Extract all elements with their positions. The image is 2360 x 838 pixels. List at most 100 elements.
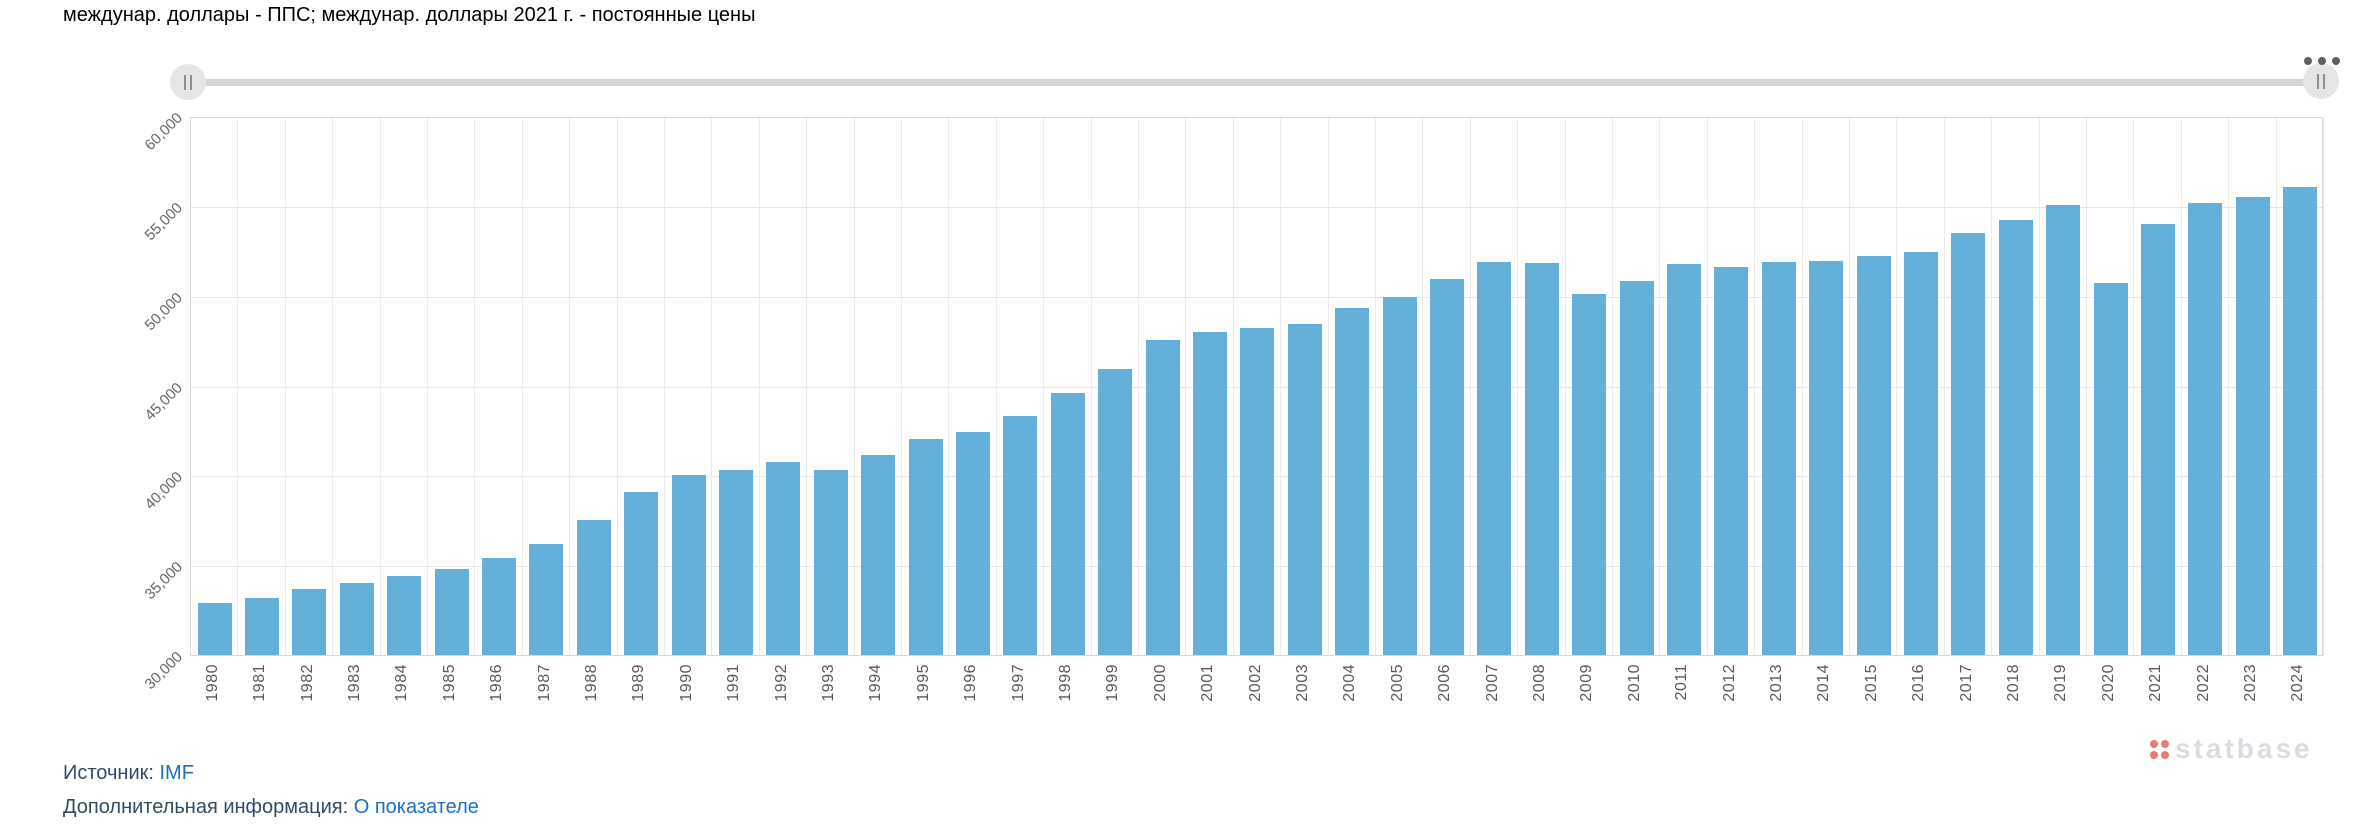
bar-2014[interactable]: [1809, 260, 1844, 655]
bar-2005[interactable]: [1382, 297, 1417, 655]
x-tick-label-2014: 2014: [1815, 664, 1833, 702]
category-slot-2010: [1613, 118, 1661, 655]
watermark-text: statbase: [2175, 733, 2313, 764]
x-tick-label-1992: 1992: [772, 664, 790, 702]
bar-1989[interactable]: [624, 491, 659, 655]
bar-1980[interactable]: [197, 602, 232, 655]
y-tick-label-45,000: 45,000: [141, 378, 187, 424]
category-slot-2012: [1708, 118, 1756, 655]
y-tick-label-55,000: 55,000: [141, 199, 187, 244]
x-tick-label-1990: 1990: [677, 664, 695, 702]
bar-2010[interactable]: [1619, 281, 1654, 655]
category-slot-2000: [1139, 118, 1187, 655]
category-slot-1994: [855, 118, 902, 655]
category-slot-2005: [1376, 118, 1424, 655]
range-slider-right-handle[interactable]: [2303, 63, 2339, 99]
category-slot-1998: [1044, 118, 1092, 655]
x-tick-label-1989: 1989: [630, 664, 648, 702]
category-slot-2021: [2134, 118, 2182, 655]
bar-1986[interactable]: [482, 557, 517, 655]
bar-1990[interactable]: [671, 475, 706, 655]
bar-1992[interactable]: [766, 461, 801, 655]
x-tick-label-1986: 1986: [488, 664, 506, 702]
chart-context-menu-icon[interactable]: [2304, 56, 2340, 66]
bar-2018[interactable]: [1998, 220, 2033, 655]
bar-2013[interactable]: [1761, 262, 1796, 655]
info-link[interactable]: О показателе: [353, 796, 479, 818]
bar-1997[interactable]: [1003, 416, 1038, 655]
plot-area: [190, 117, 2324, 656]
range-slider-left-handle[interactable]: [170, 64, 206, 100]
bar-1995[interactable]: [908, 439, 943, 655]
bar-1984[interactable]: [387, 575, 422, 655]
x-tick-label-2010: 2010: [1625, 664, 1643, 702]
bar-2022[interactable]: [2188, 203, 2223, 655]
bar-2000[interactable]: [1145, 339, 1180, 655]
bar-1993[interactable]: [813, 469, 848, 655]
range-slider-track[interactable]: [195, 79, 2315, 86]
x-tick-label-2002: 2002: [1246, 664, 1264, 702]
bar-2021[interactable]: [2141, 223, 2176, 655]
bar-1999[interactable]: [1098, 369, 1133, 655]
x-tick-label-2024: 2024: [2289, 664, 2307, 702]
drag-handle-icon: [2317, 73, 2319, 89]
bar-1998[interactable]: [1050, 392, 1085, 655]
category-slot-1996: [949, 118, 997, 655]
bar-1991[interactable]: [719, 469, 754, 655]
category-slot-2014: [1803, 118, 1850, 655]
bar-2009[interactable]: [1572, 293, 1607, 655]
x-tick-label-2003: 2003: [1293, 664, 1311, 702]
x-tick-label-2007: 2007: [1483, 664, 1501, 702]
x-tick-label-1998: 1998: [1056, 664, 1074, 702]
bar-2017[interactable]: [1951, 232, 1986, 655]
category-slot-2002: [1234, 118, 1282, 655]
x-tick-label-2009: 2009: [1578, 664, 1596, 702]
bar-1996[interactable]: [956, 432, 991, 655]
x-tick-label-1999: 1999: [1104, 664, 1122, 702]
category-slot-1984: [381, 118, 428, 655]
x-tick-label-2020: 2020: [2099, 664, 2117, 702]
category-slot-1997: [997, 118, 1045, 655]
bar-2016[interactable]: [1904, 251, 1939, 655]
bar-1981[interactable]: [245, 598, 280, 655]
category-slot-1995: [902, 118, 950, 655]
drag-handle-icon: [184, 74, 186, 90]
x-tick-label-2017: 2017: [1957, 664, 1975, 702]
x-tick-label-1997: 1997: [1009, 664, 1027, 702]
bar-2001[interactable]: [1193, 331, 1228, 655]
bar-2006[interactable]: [1430, 278, 1465, 655]
category-slot-2011: [1660, 118, 1708, 655]
x-tick-label-1983: 1983: [345, 664, 363, 702]
x-tick-label-2023: 2023: [2241, 664, 2259, 702]
bar-1983[interactable]: [339, 583, 374, 655]
bar-2019[interactable]: [2046, 204, 2081, 655]
bar-2023[interactable]: [2235, 196, 2270, 655]
bar-1988[interactable]: [576, 520, 611, 655]
info-label: Дополнительная информация:: [63, 796, 349, 818]
x-tick-label-1994: 1994: [867, 664, 885, 702]
bar-2020[interactable]: [2093, 283, 2128, 655]
bar-2024[interactable]: [2283, 186, 2318, 655]
bar-1987[interactable]: [529, 543, 564, 655]
bar-2011[interactable]: [1667, 264, 1702, 655]
x-tick-label-1981: 1981: [251, 664, 269, 702]
statbase-watermark: statbase: [2150, 733, 2313, 765]
bar-2007[interactable]: [1477, 261, 1512, 655]
bar-2004[interactable]: [1335, 308, 1370, 655]
bar-1994[interactable]: [861, 454, 896, 655]
bar-1985[interactable]: [434, 568, 469, 655]
category-slot-2022: [2182, 118, 2230, 655]
y-tick-label-35,000: 35,000: [141, 558, 187, 604]
bar-2002[interactable]: [1240, 328, 1275, 655]
category-slot-1985: [428, 118, 476, 655]
category-slot-1986: [475, 118, 523, 655]
bar-2003[interactable]: [1287, 324, 1322, 655]
bar-2008[interactable]: [1524, 263, 1559, 655]
bar-2015[interactable]: [1856, 256, 1891, 655]
x-tick-label-2022: 2022: [2194, 664, 2212, 702]
bar-2012[interactable]: [1714, 266, 1749, 655]
bar-1982[interactable]: [292, 588, 327, 655]
source-link[interactable]: IMF: [159, 762, 194, 784]
category-slot-2018: [1992, 118, 2040, 655]
category-slot-2003: [1281, 118, 1329, 655]
